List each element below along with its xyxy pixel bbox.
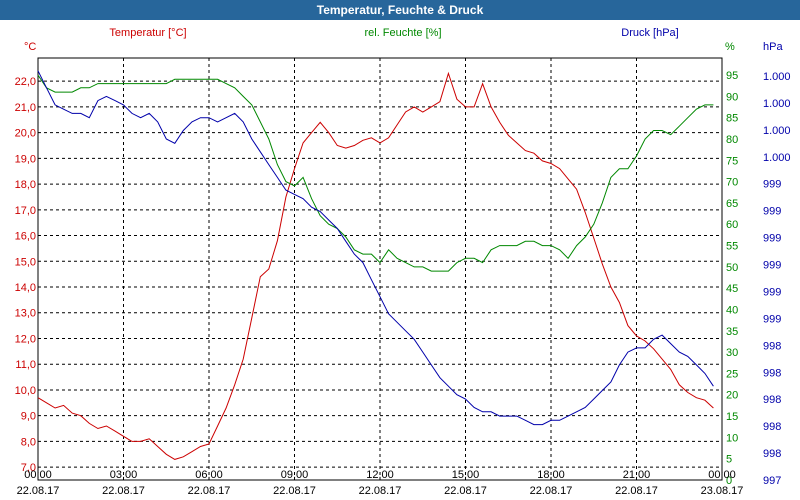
- humidity-tick-label: 95: [726, 70, 738, 82]
- legend-item: Temperatur [°C]: [109, 27, 186, 39]
- humidity-tick-label: 5: [726, 454, 732, 466]
- left-tick-label: 13,0: [15, 308, 36, 320]
- x-tick-date: 22.08.17: [17, 485, 60, 497]
- grid: [38, 58, 722, 480]
- x-tick-time: 09:00: [281, 469, 309, 481]
- left-tick-label: 15,0: [15, 256, 36, 268]
- humidity-tick-label: 10: [726, 432, 738, 444]
- pressure-tick-label: 999: [763, 233, 781, 245]
- legend-item: Druck [hPa]: [621, 27, 678, 39]
- pressure-tick-label: 997: [763, 475, 781, 487]
- left-tick-label: 9,0: [21, 411, 36, 423]
- x-tick-time: 00:00: [24, 469, 52, 481]
- left-tick-label: 16,0: [15, 231, 36, 243]
- left-tick-label: 11,0: [15, 359, 36, 371]
- pressure-tick-label: 998: [763, 421, 781, 433]
- humidity-tick-label: 30: [726, 347, 738, 359]
- humidity-tick-label: 40: [726, 304, 738, 316]
- series-lines: [37, 70, 714, 460]
- humidity-tick-label: 15: [726, 411, 738, 423]
- humidity-tick-label: 0: [726, 475, 732, 487]
- chart-title: Temperatur, Feuchte & Druck: [0, 0, 800, 20]
- x-tick-date: 22.08.17: [102, 485, 145, 497]
- pressure-tick-label: 999: [763, 286, 781, 298]
- left-tick-label: 17,0: [15, 205, 36, 217]
- left-tick-label: 14,0: [15, 282, 36, 294]
- left-tick-label: 21,0: [15, 102, 36, 114]
- x-tick-date: 22.08.17: [615, 485, 658, 497]
- humidity-tick-label: 65: [726, 198, 738, 210]
- x-axis: 00:00 22.08.17 03:00 22.08.17 06:00 22.08.17 0…: [17, 469, 744, 497]
- x-tick-time: 18:00: [537, 469, 565, 481]
- x-tick-date: 22.08.17: [444, 485, 487, 497]
- humidity-tick-label: 45: [726, 283, 738, 295]
- x-tick-date: 22.08.17: [188, 485, 231, 497]
- pressure-tick-label: 998: [763, 340, 781, 352]
- x-tick-time: 12:00: [366, 469, 394, 481]
- humidity-tick-label: 70: [726, 177, 738, 189]
- left-axis: °C 7,0 8,0 9,0 10,0 11,0 12,0 13,0 14,0 15,0 16,0 1…: [15, 41, 37, 474]
- legend-item: rel. Feuchte [%]: [364, 27, 441, 39]
- series-line: [37, 74, 714, 272]
- pressure-tick-label: 998: [763, 394, 781, 406]
- humidity-tick-label: 80: [726, 134, 738, 146]
- x-tick-time: 15:00: [452, 469, 480, 481]
- left-axis-unit: °C: [24, 41, 36, 53]
- left-tick-label: 18,0: [15, 179, 36, 191]
- pressure-tick-label: 998: [763, 367, 781, 379]
- left-tick-label: 10,0: [15, 385, 36, 397]
- pressure-axis: hPa 997 998 998 998 998 998 999 999 999 999 999 999 1…: [763, 41, 791, 487]
- pressure-tick-label: 1.000: [763, 125, 791, 137]
- pressure-axis-unit: hPa: [763, 41, 783, 53]
- humidity-tick-label: 60: [726, 219, 738, 231]
- pressure-tick-label: 999: [763, 313, 781, 325]
- pressure-tick-label: 999: [763, 206, 781, 218]
- left-tick-label: 20,0: [15, 128, 36, 140]
- legend: Temperatur [°C] rel. Feuchte [%] Druck [hP…: [109, 27, 678, 39]
- x-tick-date: 22.08.17: [273, 485, 316, 497]
- chart-area: °C 7,0 8,0 9,0 10,0 11,0 12,0 13,0 14,0 15,0 16,0 1…: [15, 27, 791, 497]
- x-tick-date: 22.08.17: [530, 485, 573, 497]
- pressure-tick-label: 998: [763, 448, 781, 460]
- humidity-tick-label: 50: [726, 262, 738, 274]
- left-tick-label: 12,0: [15, 333, 36, 345]
- humidity-tick-label: 35: [726, 326, 738, 338]
- x-tick-time: 21:00: [623, 469, 651, 481]
- pressure-tick-label: 1.000: [763, 71, 791, 83]
- x-tick-time: 06:00: [195, 469, 223, 481]
- humidity-axis: % 0 5 10 15 20 25 30 35 40 45 50 55 60 65 70 75 80 85 90 95: [725, 41, 738, 487]
- humidity-axis-unit: %: [725, 41, 735, 53]
- left-tick-label: 19,0: [15, 153, 36, 165]
- x-tick-time: 00:00: [708, 469, 736, 481]
- pressure-tick-label: 1.000: [763, 98, 791, 110]
- series-line: [37, 71, 714, 460]
- humidity-tick-label: 85: [726, 113, 738, 125]
- humidity-tick-label: 55: [726, 241, 738, 253]
- series-line: [37, 70, 714, 426]
- x-tick-time: 03:00: [110, 469, 138, 481]
- x-tick-date: 23.08.17: [701, 485, 744, 497]
- pressure-tick-label: 999: [763, 179, 781, 191]
- left-tick-label: 8,0: [21, 436, 36, 448]
- left-tick-label: 22,0: [15, 76, 36, 88]
- left-tick-label: 7,0: [21, 462, 36, 474]
- pressure-tick-label: 1.000: [763, 152, 791, 164]
- x-tick-date: 22.08.17: [359, 485, 402, 497]
- humidity-tick-label: 20: [726, 390, 738, 402]
- humidity-tick-label: 25: [726, 368, 738, 380]
- pressure-tick-label: 999: [763, 260, 781, 272]
- humidity-tick-label: 75: [726, 155, 738, 167]
- humidity-tick-label: 90: [726, 91, 738, 103]
